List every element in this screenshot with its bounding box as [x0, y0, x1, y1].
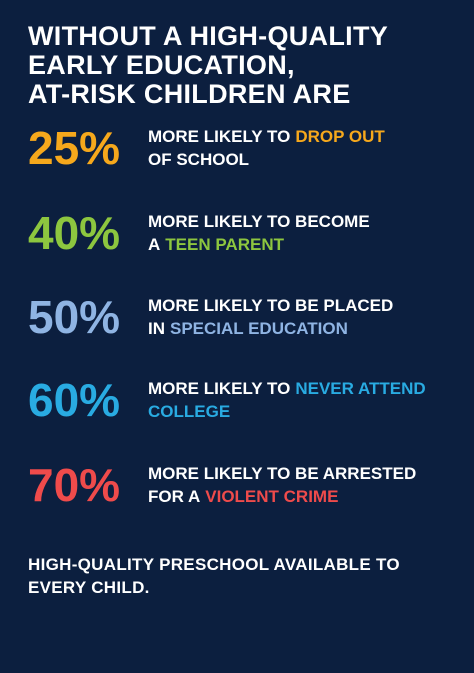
- plain-text: MORE LIKELY TO BE PLACED: [148, 296, 394, 315]
- description-line: MORE LIKELY TO BE ARRESTED: [148, 462, 416, 485]
- highlight-text: NEVER ATTEND: [295, 379, 426, 398]
- stat-item: 25% MORE LIKELY TO DROP OUT OF SCHOOL: [28, 118, 468, 178]
- stat-value: 60%: [28, 374, 121, 426]
- stat-description: MORE LIKELY TO DROP OUT OF SCHOOL: [148, 125, 385, 171]
- footer-line: HIGH-QUALITY PRESCHOOL AVAILABLE TO: [28, 555, 400, 574]
- title-line: EARLY EDUCATION,: [28, 50, 295, 80]
- plain-text: MORE LIKELY TO BE ARRESTED: [148, 464, 417, 483]
- plain-text: MORE LIKELY TO: [148, 379, 291, 398]
- footer: HIGH-QUALITY PRESCHOOL AVAILABLE TO EVERY…: [28, 553, 400, 599]
- stat-value: 40%: [28, 207, 121, 259]
- description-line: A TEEN PARENT: [148, 233, 370, 256]
- stat-value: 50%: [28, 291, 121, 343]
- footer-line: EVERY CHILD.: [28, 578, 150, 597]
- stat-description: MORE LIKELY TO BE ARRESTED FOR A VIOLENT C…: [148, 462, 416, 508]
- description-line: FOR A VIOLENT CRIME: [148, 485, 416, 508]
- plain-text: MORE LIKELY TO: [148, 127, 291, 146]
- plain-text: FOR A: [148, 487, 201, 506]
- stat-description: MORE LIKELY TO BECOME A TEEN PARENT: [148, 210, 370, 256]
- description-line: MORE LIKELY TO DROP OUT: [148, 125, 385, 148]
- description-line: MORE LIKELY TO NEVER ATTEND: [148, 377, 426, 400]
- plain-text: MORE LIKELY TO BECOME: [148, 212, 370, 231]
- description-line: OF SCHOOL: [148, 148, 385, 171]
- title-line: WITHOUT A HIGH-QUALITY: [28, 21, 389, 51]
- highlight-text: COLLEGE: [148, 402, 231, 421]
- stat-item: 40% MORE LIKELY TO BECOME A TEEN PARENT: [28, 203, 468, 263]
- description-line: MORE LIKELY TO BE PLACED: [148, 294, 393, 317]
- title: WITHOUT A HIGH-QUALITY EARLY EDUCATION, AT…: [28, 22, 388, 109]
- stat-item: 50% MORE LIKELY TO BE PLACED IN SPECIAL EDU…: [28, 287, 468, 347]
- title-line: AT-RISK CHILDREN ARE: [28, 79, 351, 109]
- plain-text: IN: [148, 319, 165, 338]
- description-line: COLLEGE: [148, 400, 426, 423]
- description-line: IN SPECIAL EDUCATION: [148, 317, 393, 340]
- plain-text: OF SCHOOL: [148, 150, 250, 169]
- stat-description: MORE LIKELY TO BE PLACED IN SPECIAL EDUCAT…: [148, 294, 393, 340]
- highlight-text: TEEN PARENT: [165, 235, 284, 254]
- stat-item: 70% MORE LIKELY TO BE ARRESTED FOR A VIOLEN…: [28, 455, 468, 515]
- plain-text: A: [148, 235, 161, 254]
- stat-item: 60% MORE LIKELY TO NEVER ATTEND COLLEGE: [28, 370, 468, 430]
- stat-value: 70%: [28, 459, 121, 511]
- description-line: MORE LIKELY TO BECOME: [148, 210, 370, 233]
- highlight-text: VIOLENT CRIME: [205, 487, 339, 506]
- stat-value: 25%: [28, 122, 121, 174]
- highlight-text: SPECIAL EDUCATION: [170, 319, 348, 338]
- highlight-text: DROP OUT: [295, 127, 385, 146]
- stat-description: MORE LIKELY TO NEVER ATTEND COLLEGE: [148, 377, 426, 423]
